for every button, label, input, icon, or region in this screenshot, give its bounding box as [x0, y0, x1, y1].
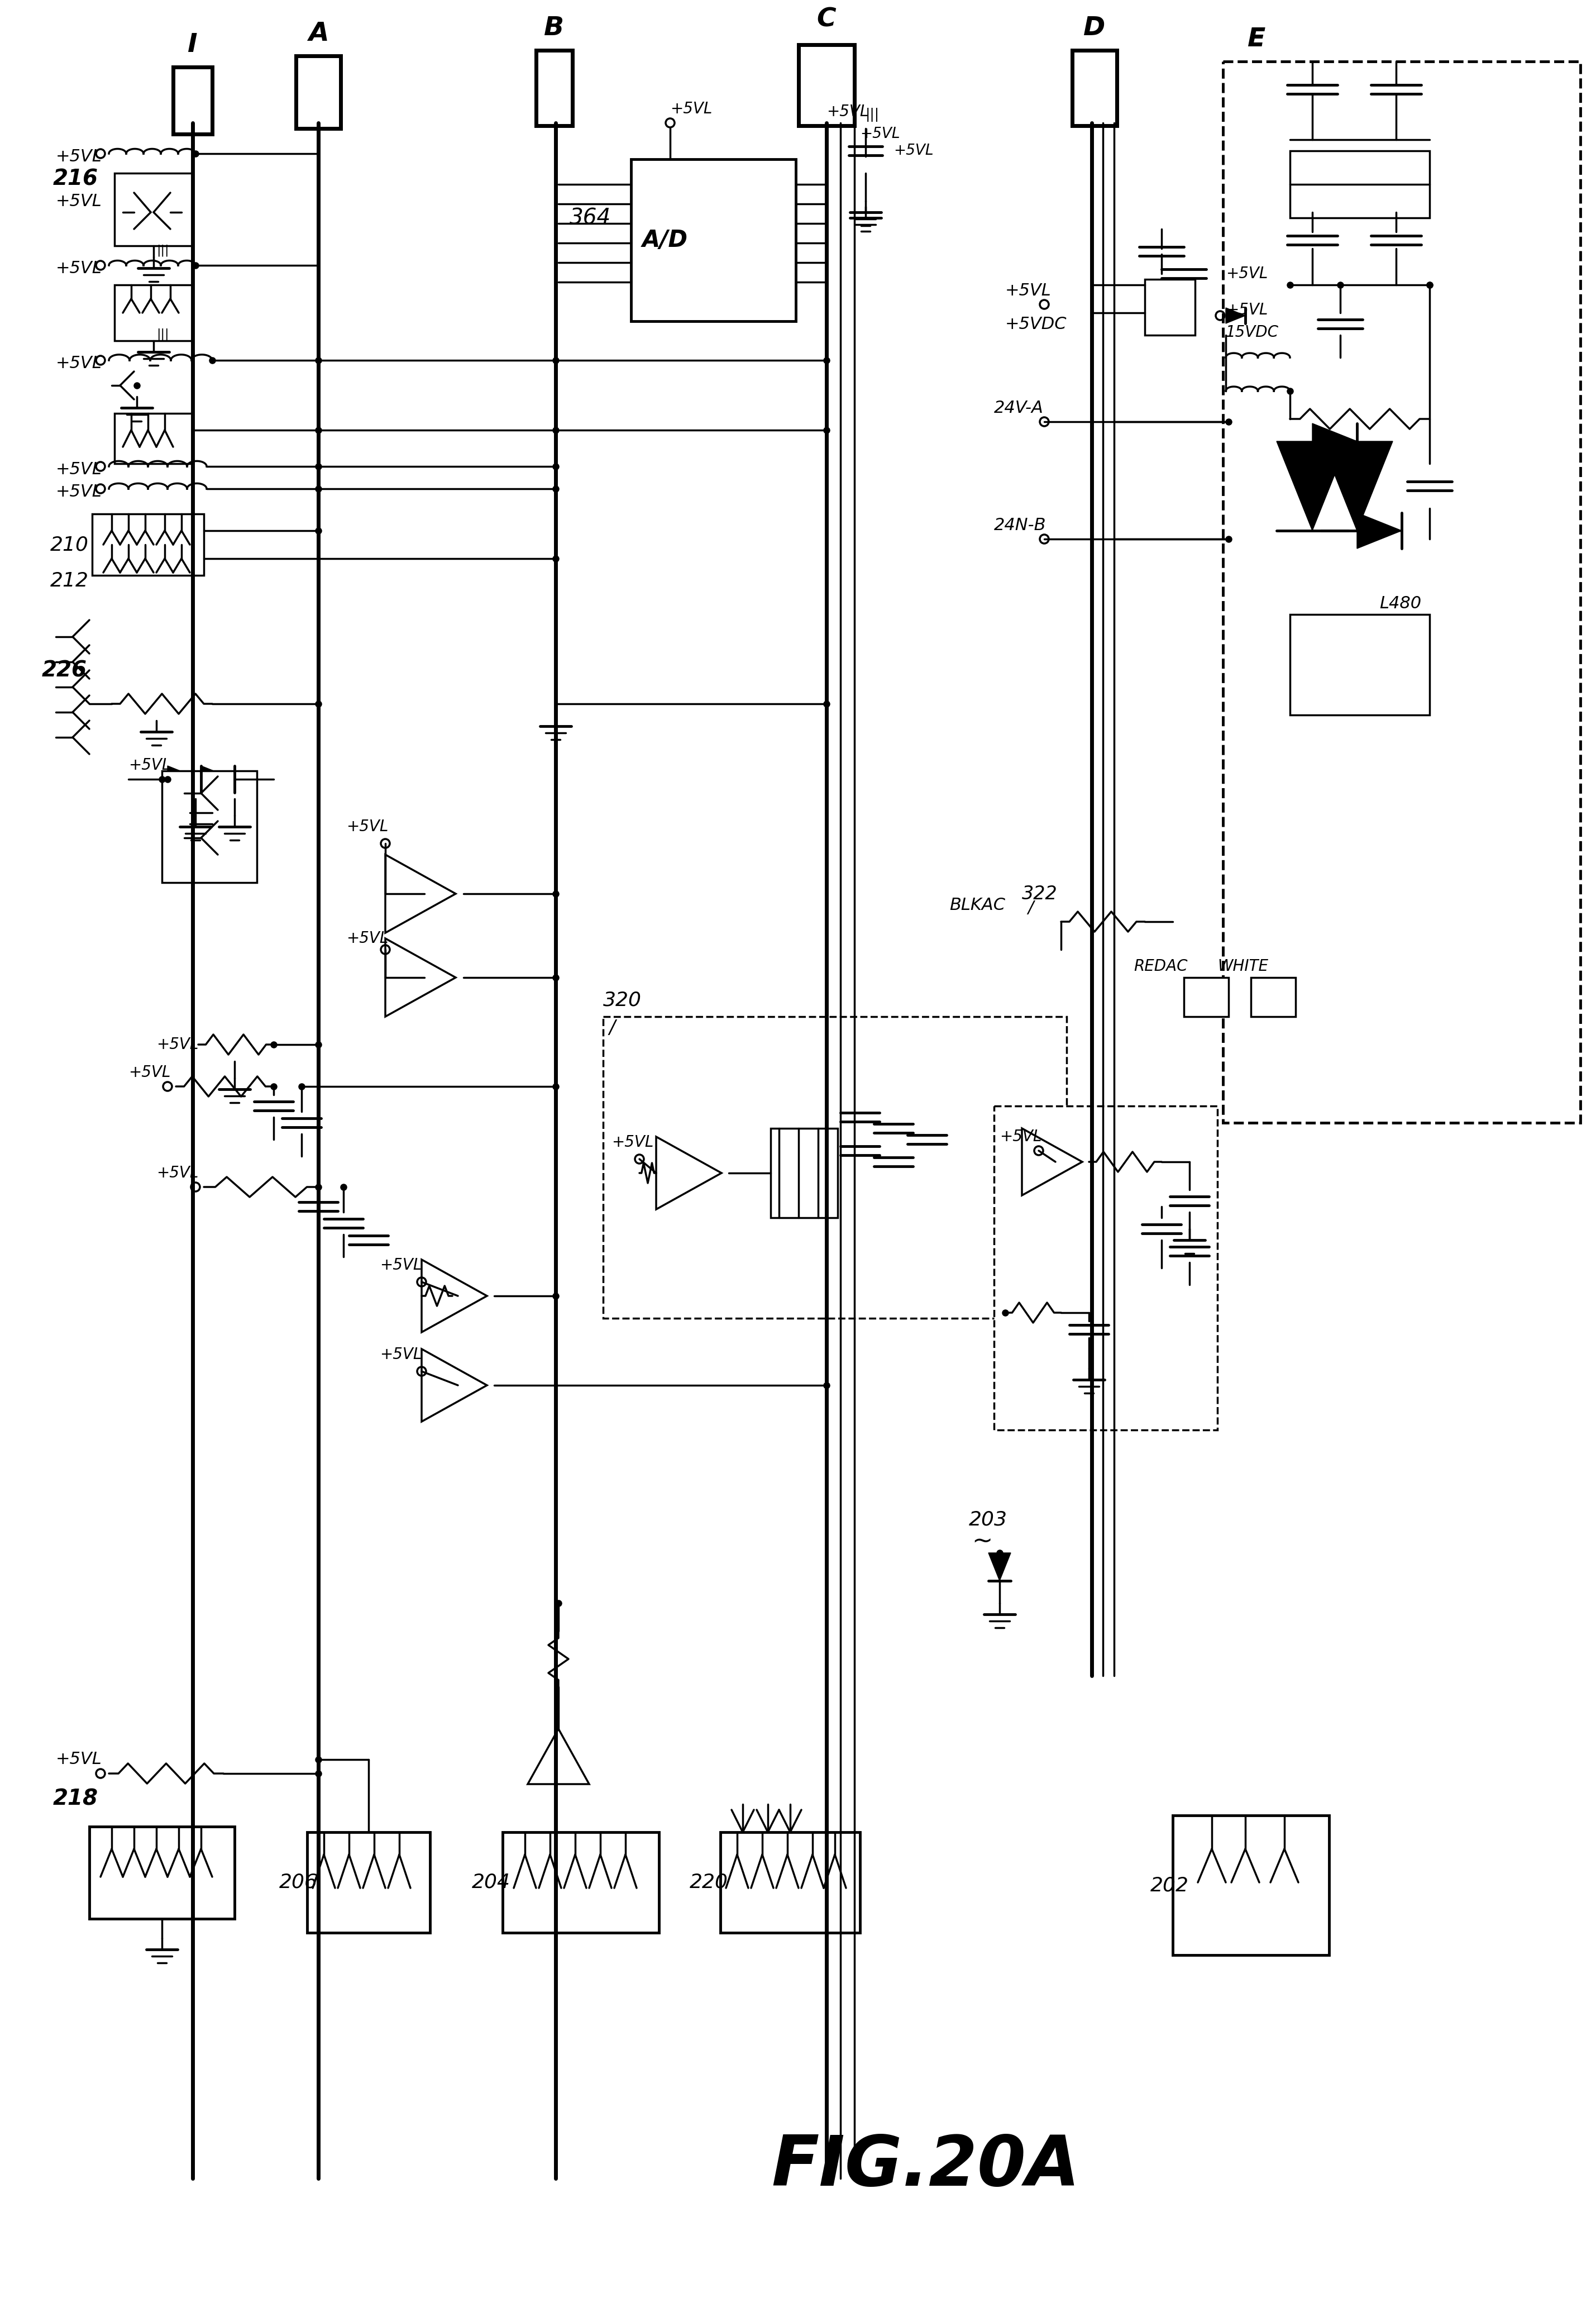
Text: +5VL: +5VL [56, 148, 102, 165]
Bar [93, 514, 204, 575]
Text: +5VL: +5VL [1005, 283, 1052, 299]
Text: |||: ||| [865, 107, 879, 120]
Text: +5VL: +5VL [1226, 301, 1267, 317]
Text: BLKAC: BLKAC [950, 897, 1005, 913]
Text: +5VL: +5VL [1226, 266, 1267, 283]
Bar [306, 1833, 429, 1932]
Bar [1223, 63, 1580, 1124]
Text: C: C [817, 7, 836, 32]
Text: 218: 218 [53, 1789, 99, 1810]
Bar [89, 1826, 235, 1918]
Bar [1251, 978, 1296, 1017]
Text: +5VL: +5VL [611, 1135, 654, 1149]
Bar [771, 1128, 838, 1219]
Polygon shape [1357, 512, 1401, 549]
Bar [115, 285, 193, 341]
Bar [1073, 51, 1117, 125]
Bar [630, 160, 796, 322]
Text: +5VL: +5VL [380, 1258, 421, 1272]
Text: +5VL: +5VL [56, 260, 102, 276]
Text: |||: ||| [156, 329, 169, 341]
Bar [720, 1833, 860, 1932]
Text: /: / [608, 1019, 614, 1038]
Text: 202: 202 [1151, 1877, 1189, 1895]
Bar [1144, 280, 1195, 336]
Text: 216: 216 [53, 169, 99, 190]
Text: REDAC: REDAC [1133, 959, 1187, 973]
Bar [295, 56, 340, 127]
Text: +5VL: +5VL [999, 1128, 1042, 1145]
Text: +5VL: +5VL [128, 1064, 171, 1080]
Text: A/D: A/D [642, 229, 688, 253]
Bar [536, 51, 573, 125]
Text: L480: L480 [1379, 595, 1422, 612]
Text: 203: 203 [969, 1511, 1007, 1529]
Text: 210: 210 [49, 535, 89, 554]
Bar [603, 1017, 1066, 1318]
Polygon shape [988, 1552, 1010, 1580]
Text: +5VL: +5VL [346, 818, 388, 834]
Polygon shape [201, 767, 235, 792]
Text: +5VL: +5VL [56, 355, 102, 371]
Text: 206: 206 [279, 1872, 318, 1893]
Bar [1184, 978, 1229, 1017]
Text: A: A [308, 21, 329, 46]
Text: 364: 364 [570, 206, 611, 229]
Text: 220: 220 [689, 1872, 728, 1893]
Text: 24N-B: 24N-B [994, 517, 1047, 533]
Text: 320: 320 [603, 989, 642, 1010]
Text: 24V-A: 24V-A [994, 399, 1044, 415]
Bar [1290, 614, 1430, 716]
Text: ~: ~ [972, 1529, 993, 1555]
Text: 212: 212 [49, 572, 89, 591]
Text: |||: ||| [156, 243, 169, 257]
Text: +5VL: +5VL [827, 104, 868, 120]
Polygon shape [1277, 440, 1349, 531]
Polygon shape [1312, 424, 1357, 459]
Text: +5VL: +5VL [156, 1165, 198, 1182]
Text: +5VDC: +5VDC [1005, 315, 1066, 331]
Text: /: / [1028, 899, 1033, 915]
Text: +5VL: +5VL [346, 931, 388, 945]
Text: +5VL: +5VL [56, 484, 102, 500]
Text: I: I [188, 32, 198, 58]
Bar [503, 1833, 659, 1932]
Text: +5VL: +5VL [670, 102, 712, 116]
Bar [172, 67, 212, 134]
Text: WHITE: WHITE [1218, 959, 1269, 973]
Text: +5VL: +5VL [860, 127, 900, 141]
Text: B: B [544, 16, 563, 39]
Text: 322: 322 [1021, 885, 1058, 904]
Text: +5VL: +5VL [128, 758, 171, 774]
Text: +5VL: +5VL [380, 1346, 421, 1362]
Bar [994, 1105, 1218, 1430]
Polygon shape [1226, 308, 1245, 324]
Bar [798, 44, 854, 125]
Bar [115, 412, 193, 463]
Text: FIG.20A: FIG.20A [771, 2132, 1080, 2201]
Bar [1173, 1817, 1329, 1956]
Text: +5VL: +5VL [156, 1036, 198, 1052]
Text: D: D [1084, 16, 1106, 39]
Bar [161, 772, 257, 883]
Bar [115, 174, 193, 246]
Polygon shape [168, 767, 201, 792]
Bar [1290, 151, 1430, 218]
Text: 15VDC: 15VDC [1226, 324, 1278, 341]
Text: 204: 204 [472, 1872, 511, 1893]
Text: +5VL: +5VL [56, 461, 102, 477]
Text: +5VL: +5VL [56, 192, 102, 209]
Polygon shape [1321, 440, 1393, 531]
Text: E: E [1248, 25, 1266, 51]
Text: +5VL: +5VL [894, 144, 934, 158]
Text: +5VL: +5VL [56, 1752, 102, 1768]
Text: 226: 226 [41, 660, 88, 681]
